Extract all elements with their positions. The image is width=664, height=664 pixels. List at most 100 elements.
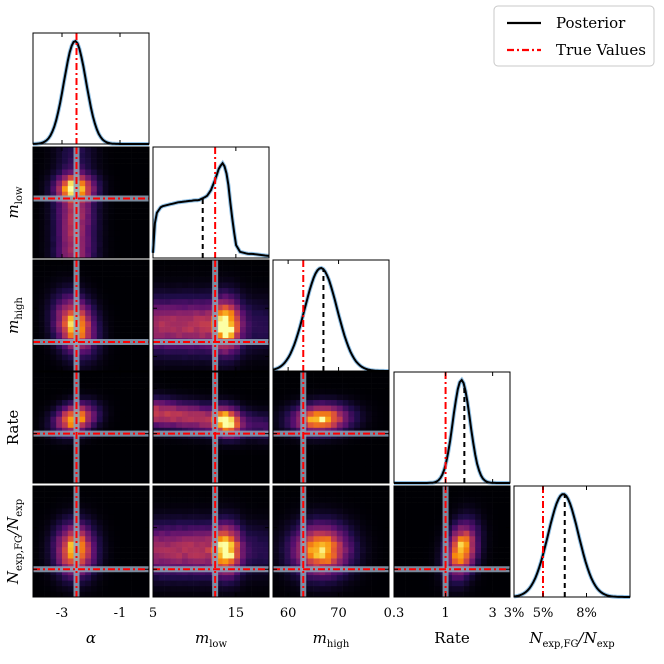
- heat-cell: [394, 519, 401, 526]
- heat-cell: [222, 388, 229, 395]
- heat-cell: [102, 547, 109, 553]
- heat-cell: [263, 359, 270, 366]
- heat-cell: [377, 508, 384, 515]
- heat-cell: [56, 591, 63, 598]
- heat-cell: [62, 405, 69, 412]
- heat-cell: [91, 477, 98, 484]
- heat-cell: [50, 180, 57, 187]
- heat-cell: [228, 309, 235, 316]
- heat-cell: [114, 580, 121, 587]
- heat-cell: [251, 309, 258, 316]
- heat-cell: [108, 354, 115, 361]
- heat-cell: [137, 265, 144, 272]
- heat-cell: [307, 427, 314, 434]
- heat-cell: [234, 309, 241, 316]
- heat-cell: [417, 552, 424, 559]
- heat-cell: [143, 158, 150, 164]
- heat-cell: [164, 416, 171, 423]
- heat-cell: [50, 246, 57, 253]
- heat-cell: [205, 332, 212, 338]
- heat-cell: [193, 260, 200, 266]
- heat-cell: [411, 513, 418, 520]
- heat-cell: [176, 416, 183, 423]
- heat-cell: [187, 552, 194, 559]
- heat-cell: [187, 477, 194, 484]
- heat-cell: [164, 580, 171, 587]
- heat-cell: [498, 519, 505, 526]
- heat-cell: [50, 219, 57, 225]
- heat-cell: [131, 410, 138, 417]
- heat-cell: [222, 399, 229, 406]
- heat-cell: [120, 591, 127, 598]
- heat-cell: [216, 282, 223, 289]
- heat-cell: [125, 191, 132, 198]
- heat-cell: [44, 558, 51, 564]
- heat-cell: [79, 321, 86, 327]
- heat-cell: [284, 444, 291, 450]
- panel-n_exp_frac-vs-rate: [393, 485, 511, 598]
- heat-cell: [205, 309, 212, 316]
- heat-cell: [365, 519, 372, 526]
- heat-cell: [205, 455, 212, 462]
- heat-cell: [131, 460, 138, 467]
- heat-cell: [176, 477, 183, 484]
- heat-cell: [44, 513, 51, 520]
- heat-cell: [102, 585, 109, 592]
- heat-cell: [399, 497, 406, 503]
- heat-cell: [153, 326, 160, 333]
- heat-cell: [125, 147, 132, 153]
- heat-cell: [205, 265, 212, 272]
- heat-cell: [365, 438, 372, 445]
- heat-cell: [222, 585, 229, 592]
- heat-cell: [56, 455, 63, 462]
- heat-cell: [199, 321, 206, 327]
- heat-cell: [263, 508, 270, 515]
- heat-cell: [245, 282, 252, 289]
- heat-cell: [125, 502, 132, 509]
- heat-cell: [85, 591, 92, 598]
- heat-cell: [216, 416, 223, 423]
- heat-cell: [91, 287, 98, 294]
- heat-cell: [143, 246, 150, 253]
- heat-cell: [371, 421, 378, 428]
- heat-cell: [371, 377, 378, 384]
- heat-cell: [170, 388, 177, 395]
- heat-cell: [67, 298, 74, 305]
- heat-cell: [33, 276, 40, 283]
- heat-cell: [164, 444, 171, 450]
- panel-frame: [272, 485, 390, 598]
- heat-cell: [216, 591, 223, 598]
- heat-cell: [153, 486, 160, 492]
- heat-cell: [492, 502, 499, 509]
- heat-cell: [273, 471, 280, 478]
- heat-cell: [67, 460, 74, 467]
- heat-cell: [228, 343, 235, 350]
- heat-cell: [33, 541, 40, 548]
- heat-cell: [245, 558, 252, 564]
- heat-cell: [257, 519, 264, 526]
- heat-cell: [125, 359, 132, 366]
- heat-cell: [278, 486, 285, 492]
- heat-cell: [296, 399, 303, 406]
- heat-cell: [457, 558, 464, 564]
- heat-cell: [33, 235, 40, 242]
- heat-cell: [44, 416, 51, 423]
- heat-cell: [108, 180, 115, 187]
- heat-cell: [399, 585, 406, 592]
- heat-cell: [331, 519, 338, 526]
- heat-cell: [257, 497, 264, 503]
- heat-cell: [108, 185, 115, 192]
- heat-cell: [336, 438, 343, 445]
- heat-cell: [234, 486, 241, 492]
- heat-cell: [102, 174, 109, 181]
- heat-cell: [348, 502, 355, 509]
- heat-cell: [38, 460, 45, 467]
- heat-cell: [79, 388, 86, 395]
- heat-cell: [296, 574, 303, 581]
- heat-cell: [278, 491, 285, 498]
- heat-cell: [313, 383, 320, 389]
- heat-cell: [417, 519, 424, 526]
- heat-cell: [193, 455, 200, 462]
- heat-cell: [120, 169, 127, 176]
- heat-cell: [170, 558, 177, 564]
